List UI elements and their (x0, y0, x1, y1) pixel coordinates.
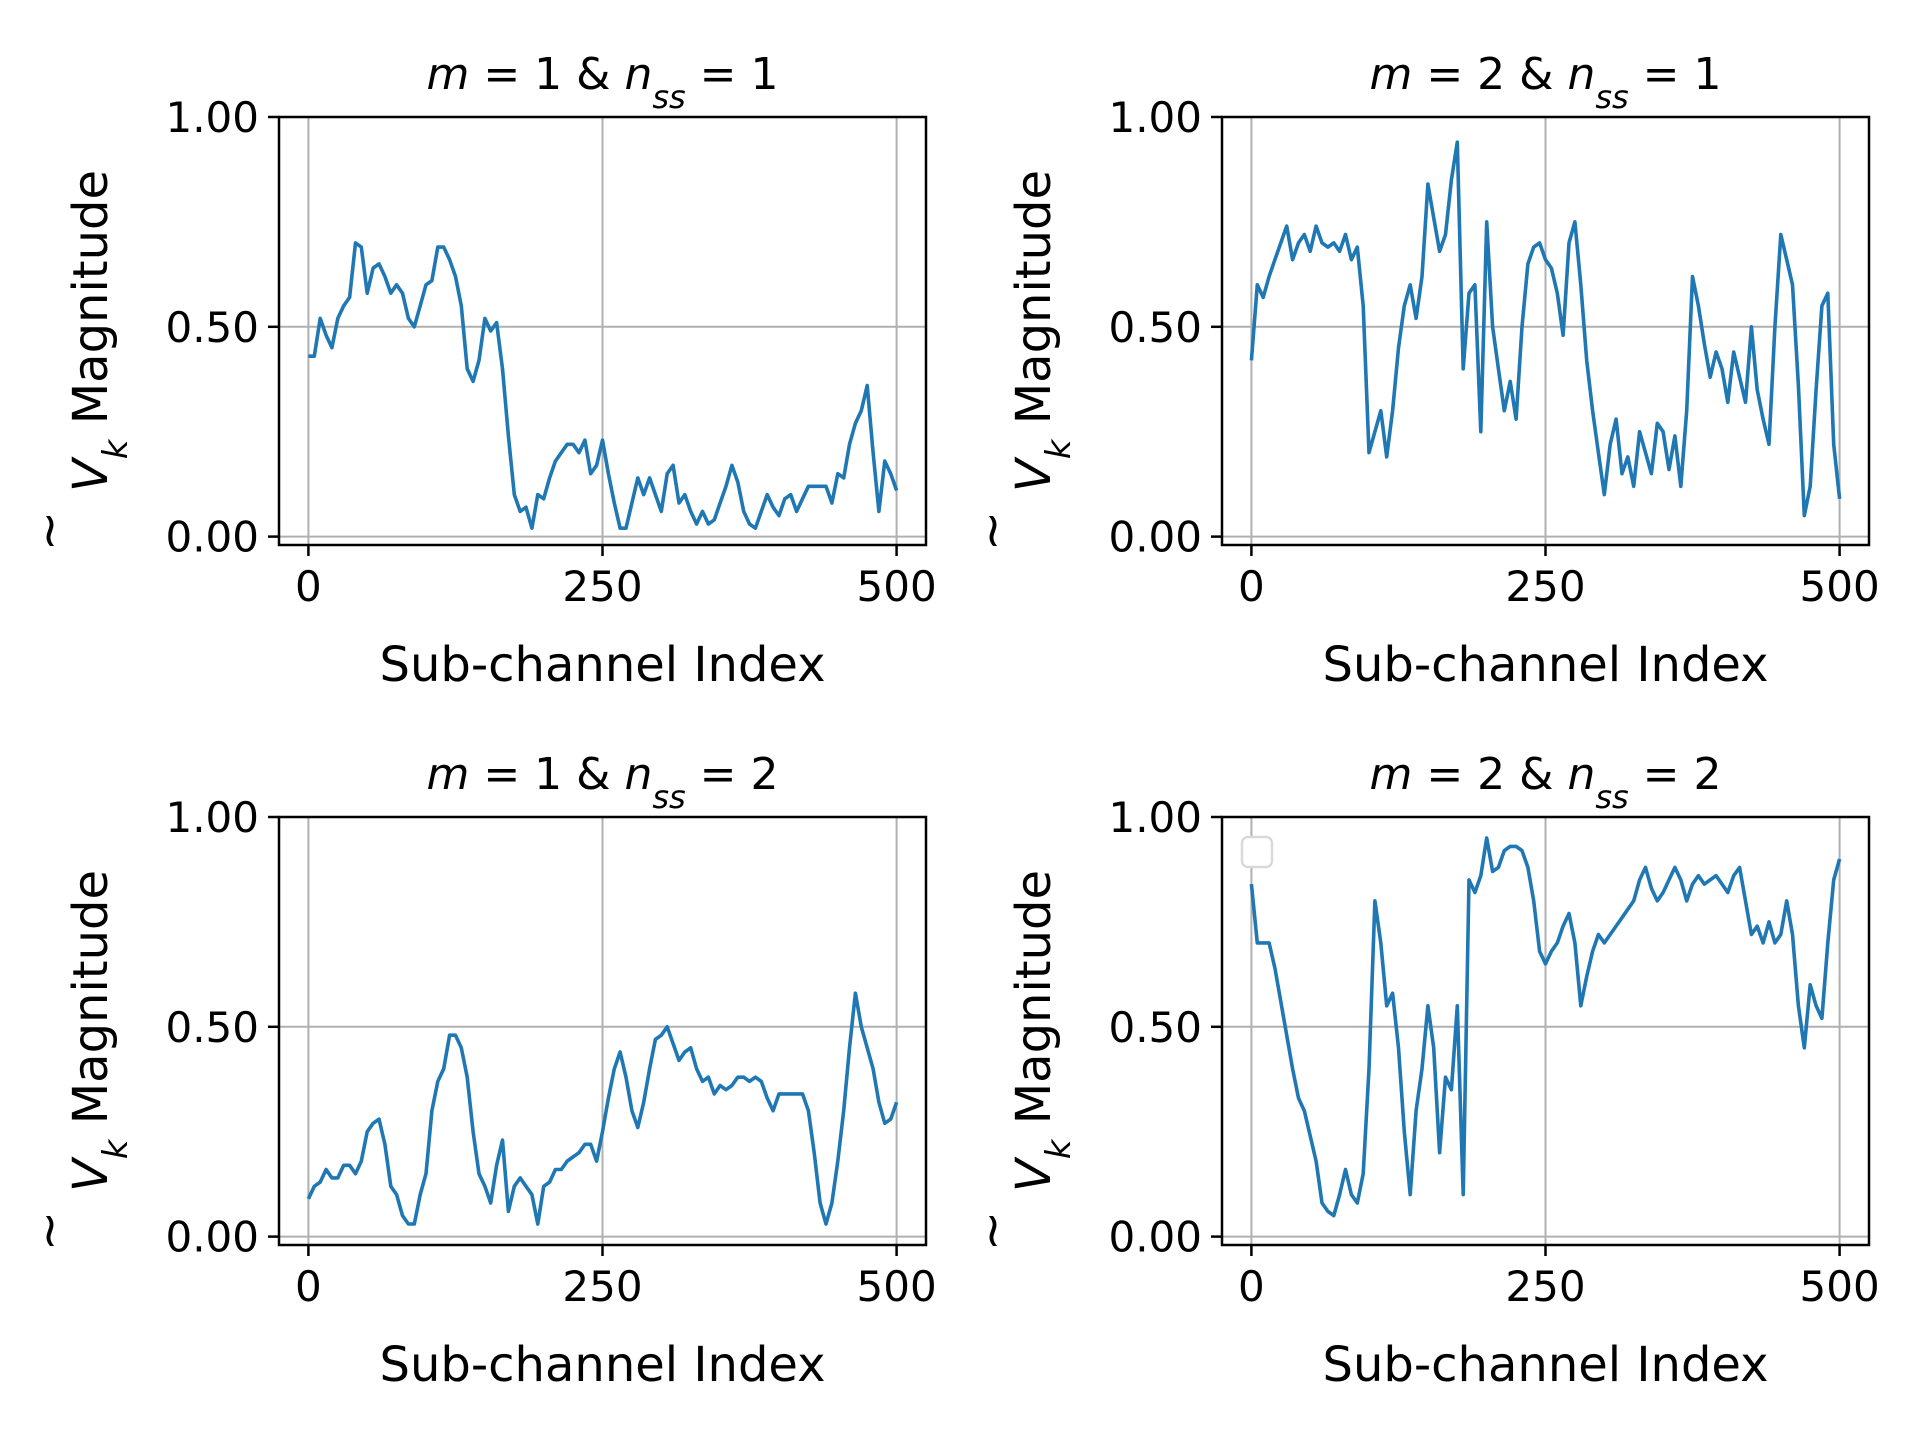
subplot-title: m = 2 & nss = 2 (1369, 749, 1721, 816)
y-tick-label: 1.00 (1108, 793, 1202, 842)
y-tick-label: 0.50 (1108, 303, 1202, 352)
subplot-title: m = 2 & nss = 1 (1369, 49, 1721, 116)
y-tick-label: 0.50 (1108, 1003, 1202, 1052)
x-tick-label: 500 (1800, 1262, 1880, 1311)
x-tick-label: 250 (562, 1262, 642, 1311)
y-tick-label: 0.50 (165, 1003, 259, 1052)
y-axis-label-tilde: ~ (964, 511, 1020, 551)
x-axis-label: Sub-channel Index (379, 637, 825, 693)
x-tick-label: 0 (295, 562, 322, 611)
y-tick-label: 1.00 (1108, 93, 1202, 142)
x-tick-label: 250 (562, 562, 642, 611)
y-axis-label-tilde: ~ (21, 1211, 77, 1251)
x-axis-label: Sub-channel Index (379, 1337, 825, 1393)
y-tick-label: 1.00 (165, 93, 259, 142)
subplot-title: m = 1 & nss = 2 (426, 749, 778, 816)
y-tick-label: 1.00 (165, 793, 259, 842)
series-line (1249, 140, 1842, 518)
series-line (1249, 836, 1842, 1218)
x-tick-label: 0 (295, 1262, 322, 1311)
series-line (308, 241, 899, 531)
x-tick-label: 0 (1238, 562, 1265, 611)
legend-empty (1240, 835, 1274, 869)
series-line (306, 991, 899, 1226)
y-tick-label: 0.00 (165, 513, 259, 562)
subplot-m2-nss1: 0 250 500 0.00 0.50 1.00 m = 2 & nss = 1 Sub-… (964, 49, 1880, 693)
y-axis-label-tilde: ~ (964, 1211, 1020, 1251)
x-tick-label: 250 (1505, 562, 1585, 611)
y-tick-label: 0.50 (165, 303, 259, 352)
x-tick-label: 500 (857, 1262, 937, 1311)
x-tick-label: 500 (1800, 562, 1880, 611)
subplot-title: m = 1 & nss = 1 (426, 49, 778, 116)
y-tick-label: 0.00 (1108, 1213, 1202, 1262)
subplot-m2-nss2: 0 250 500 0.00 0.50 1.00 m = 2 & nss = 2 Sub-… (964, 749, 1880, 1393)
x-tick-label: 500 (857, 562, 937, 611)
y-axis-label: Vk Magnitude (63, 870, 136, 1192)
x-axis-label: Sub-channel Index (1322, 1337, 1768, 1393)
y-axis-label: Vk Magnitude (1006, 870, 1079, 1192)
subplot-m1-nss1: 0 250 500 0.00 0.50 1.00 m = 1 & nss = 1 Sub-… (21, 49, 937, 693)
subplot-m1-nss2: 0 250 500 0.00 0.50 1.00 m = 1 & nss = 2 Sub-… (21, 749, 937, 1393)
y-tick-label: 0.00 (165, 1213, 259, 1262)
y-axis-label: Vk Magnitude (1006, 170, 1079, 492)
y-axis-label: Vk Magnitude (63, 170, 136, 492)
x-axis-label: Sub-channel Index (1322, 637, 1768, 693)
y-axis-label-tilde: ~ (21, 511, 77, 551)
x-tick-label: 0 (1238, 1262, 1265, 1311)
y-tick-label: 0.00 (1108, 513, 1202, 562)
x-tick-label: 250 (1505, 1262, 1585, 1311)
